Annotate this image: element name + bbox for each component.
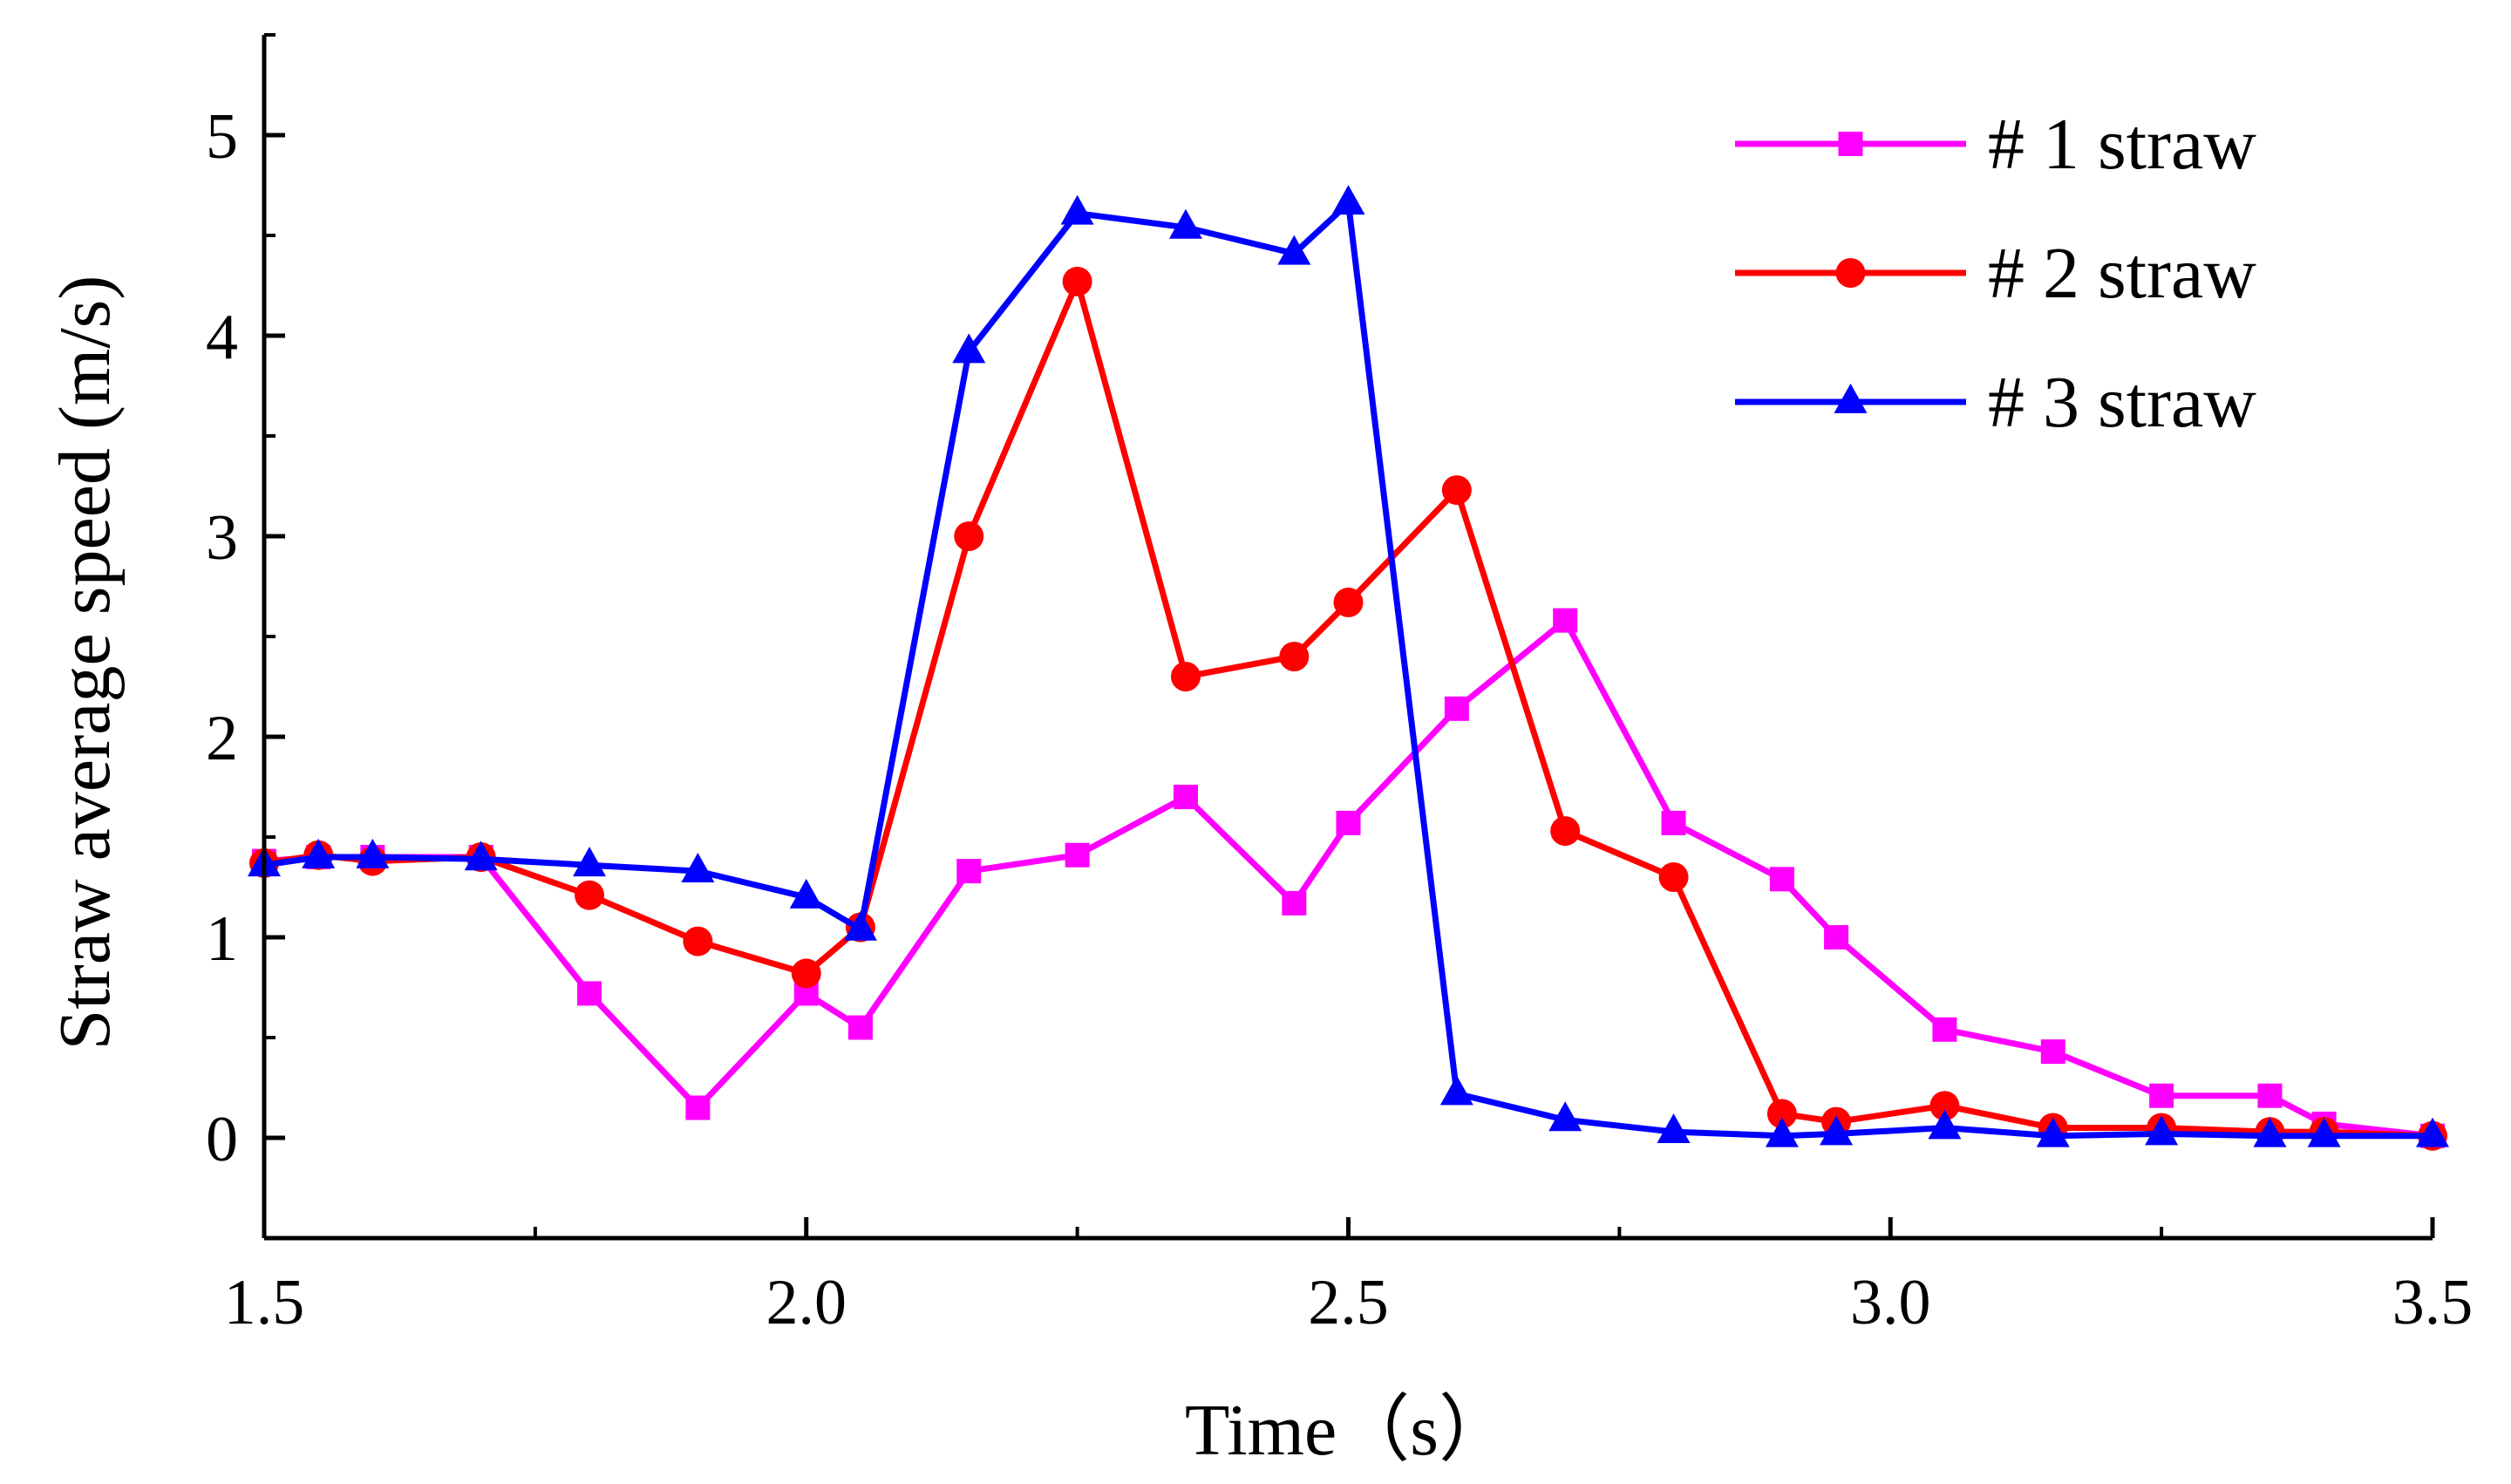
series-3-point-10 bbox=[1168, 208, 1202, 239]
series-3-point-2 bbox=[356, 838, 390, 868]
series-3-point-19 bbox=[2036, 1117, 2070, 1147]
series-1-point-9 bbox=[1065, 842, 1090, 868]
series-3-point-21 bbox=[2253, 1117, 2287, 1147]
series-1-point-20 bbox=[2149, 1083, 2174, 1108]
series-1-point-15 bbox=[1661, 810, 1686, 835]
x-tick-label-3: 3.0 bbox=[1850, 1267, 1931, 1338]
series-3-point-17 bbox=[1820, 1115, 1854, 1146]
x-axis-title: Time（s） bbox=[1185, 1390, 1512, 1471]
axes: 0 1 2 3 4 5 1.5 2.0 2.5 3.0 3.5 bbox=[206, 33, 2474, 1338]
series-2-point-10 bbox=[1170, 662, 1201, 691]
y-tick-label-0: 0 bbox=[206, 1104, 238, 1175]
series-3-point-20 bbox=[2145, 1115, 2179, 1146]
legend-label-1: # 1 straw bbox=[1988, 104, 2256, 185]
series-2-point-5 bbox=[683, 926, 713, 956]
legend: # 1 straw # 2 straw # 3 straw bbox=[1735, 104, 2256, 443]
series-3-point-11 bbox=[1277, 235, 1311, 265]
y-axis-title: Straw average speed (m/s) bbox=[44, 276, 126, 1051]
series-1-point-19 bbox=[2040, 1039, 2065, 1065]
series-1-point-4 bbox=[577, 981, 602, 1006]
series-3-point-16 bbox=[1765, 1117, 1799, 1147]
series-2-line bbox=[263, 278, 2433, 1140]
y-ticks: 0 1 2 3 4 5 bbox=[206, 33, 285, 1240]
series-2-point-12 bbox=[1333, 587, 1364, 617]
x-tick-label-4: 3.5 bbox=[2392, 1267, 2474, 1338]
y-tick-label-3: 3 bbox=[206, 502, 238, 574]
series-1-point-18 bbox=[1932, 1017, 1957, 1042]
series-1-point-8 bbox=[956, 859, 982, 884]
series-2-point-8 bbox=[954, 521, 984, 551]
series-1-point-11 bbox=[1282, 890, 1307, 916]
series-2-point-18 bbox=[1929, 1091, 1960, 1121]
series-2-point-4 bbox=[575, 880, 605, 910]
x-tick-label-2: 2.5 bbox=[1308, 1267, 1389, 1338]
legend-label-3: # 3 straw bbox=[1988, 362, 2256, 443]
series-3-point-6 bbox=[789, 878, 823, 909]
legend-swatch-marker-1 bbox=[1838, 132, 1863, 156]
series-3-point-18 bbox=[1928, 1109, 1962, 1140]
series-1-line bbox=[263, 617, 2433, 1140]
series-3-point-15 bbox=[1657, 1113, 1691, 1144]
series-3 bbox=[248, 185, 2449, 1147]
series-2-point-13 bbox=[1441, 475, 1472, 506]
legend-item-2: # 2 straw bbox=[1735, 233, 2256, 314]
series-3-point-9 bbox=[1060, 194, 1094, 225]
series-1-point-16 bbox=[1769, 867, 1794, 892]
x-tick-label-0: 1.5 bbox=[224, 1267, 305, 1338]
y-tick-label-2: 2 bbox=[206, 703, 238, 774]
x-ticks: 1.5 2.0 2.5 3.0 3.5 bbox=[224, 1217, 2474, 1338]
series-3-point-4 bbox=[573, 847, 607, 877]
series-3-point-8 bbox=[952, 333, 986, 364]
legend-swatch-marker-2 bbox=[1835, 258, 1866, 288]
series-1-point-17 bbox=[1824, 925, 1849, 950]
y-tick-label-5: 5 bbox=[206, 101, 238, 173]
series-2-point-14 bbox=[1550, 816, 1581, 847]
series-3-point-7 bbox=[843, 910, 877, 941]
series-3-point-12 bbox=[1331, 185, 1365, 215]
series-3-point-3 bbox=[464, 841, 498, 871]
series-1-point-21 bbox=[2257, 1083, 2283, 1108]
series-3-point-1 bbox=[302, 838, 336, 868]
legend-item-1: # 1 straw bbox=[1735, 104, 2256, 185]
legend-item-3: # 3 straw bbox=[1735, 362, 2256, 443]
series-3-point-23 bbox=[2416, 1117, 2449, 1147]
series-2-point-16 bbox=[1766, 1099, 1797, 1129]
y-tick-label-1: 1 bbox=[206, 903, 238, 975]
series-1-point-12 bbox=[1336, 810, 1361, 835]
legend-label-2: # 2 straw bbox=[1988, 233, 2256, 314]
legend-swatch-marker-3 bbox=[1834, 383, 1868, 413]
x-tick-label-1: 2.0 bbox=[766, 1267, 847, 1338]
series-1-point-14 bbox=[1553, 608, 1578, 633]
series-2-point-15 bbox=[1658, 862, 1689, 892]
series-1-point-13 bbox=[1444, 696, 1469, 721]
series-3-point-14 bbox=[1548, 1101, 1582, 1132]
series-2-point-6 bbox=[791, 958, 821, 989]
series-1-point-7 bbox=[847, 1015, 873, 1040]
series-1-point-10 bbox=[1173, 785, 1198, 809]
series-2-point-11 bbox=[1279, 642, 1310, 671]
series-3-point-5 bbox=[681, 853, 715, 883]
series-3-line bbox=[263, 200, 2433, 1140]
series-2-point-9 bbox=[1062, 266, 1092, 296]
series-3-point-22 bbox=[2307, 1117, 2341, 1147]
plot-series bbox=[248, 185, 2449, 1151]
series-1 bbox=[252, 608, 2445, 1148]
series-1-point-5 bbox=[685, 1095, 711, 1120]
y-tick-label-4: 4 bbox=[206, 302, 238, 373]
series-3-point-13 bbox=[1439, 1075, 1473, 1106]
